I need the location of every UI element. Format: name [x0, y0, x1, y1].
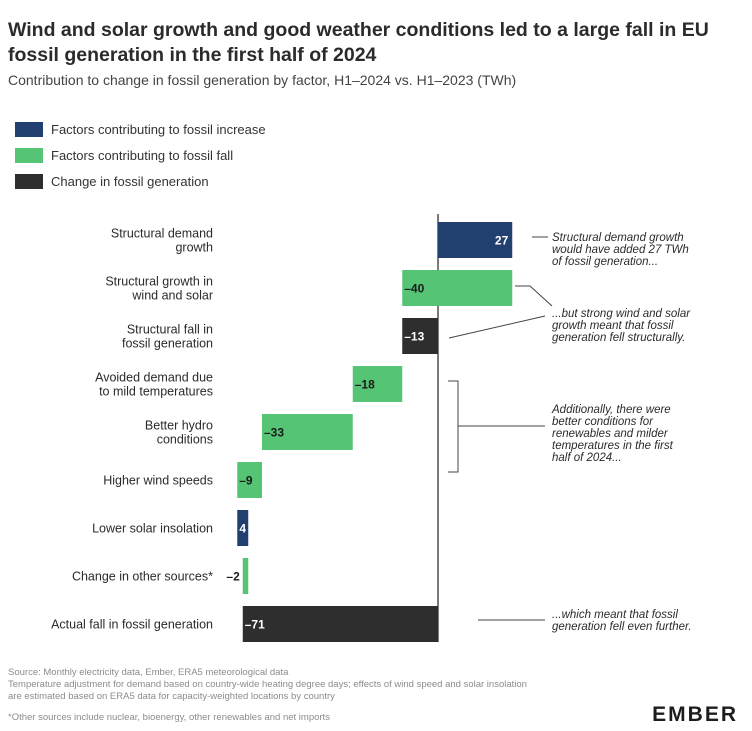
value-label-5: –33 — [264, 426, 284, 440]
annotation-3-line-2: better conditions for — [552, 416, 654, 428]
footer-source: Source: Monthly electricity data, Ember,… — [8, 667, 527, 703]
category-label-7: Lower solar insolation — [92, 522, 213, 536]
legend-label-increase: Factors contributing to fossil increase — [51, 121, 266, 137]
value-label-1: 27 — [495, 234, 509, 248]
category-label-1-line-2: growth — [175, 241, 213, 255]
footer-source-line-1: Source: Monthly electricity data, Ember,… — [8, 667, 289, 678]
annotation-2-line-3: generation fell structurally. — [552, 332, 685, 344]
category-label-6: Higher wind speeds — [103, 474, 213, 488]
bar-4 — [352, 366, 403, 402]
legend-swatch-increase — [15, 121, 43, 137]
value-label-3: –13 — [404, 330, 424, 344]
value-label-7: 4 — [239, 522, 246, 536]
bar-7 — [237, 510, 249, 546]
annotation-3-line-3: renewables and milder — [552, 428, 669, 440]
footer-note: *Other sources include nuclear, bioenerg… — [8, 712, 330, 723]
legend-item-total: Change in fossil generation — [15, 168, 266, 194]
category-label-5-line-1: Better hydro — [145, 419, 213, 433]
annotation-2-line-2: growth meant that fossil — [552, 320, 674, 332]
legend-item-fall: Factors contributing to fossil fall — [15, 142, 266, 168]
annotation-3-line-5: half of 2024... — [552, 452, 622, 464]
category-label-4-line-2: to mild temperatures — [99, 385, 213, 399]
bar-5 — [262, 414, 353, 450]
chart-title: Wind and solar growth and good weather c… — [8, 19, 709, 66]
annotation-1-line-2: would have added 27 TWh — [552, 244, 689, 256]
footer-source-line-3: are estimated based on ERA5 data for cap… — [8, 691, 335, 702]
category-label-4-line-1: Avoided demand due — [95, 371, 213, 385]
legend-swatch-fall — [15, 147, 43, 163]
category-label-2-line-2: wind and solar — [131, 289, 213, 303]
value-label-6: –9 — [239, 474, 253, 488]
annotation-connector-3 — [448, 315, 546, 339]
category-label-5-line-2: conditions — [157, 433, 213, 447]
value-label-8: –2 — [226, 570, 240, 584]
annotation-1-line-3: of fossil generation... — [552, 256, 658, 268]
chart-subtitle: Contribution to change in fossil generat… — [8, 72, 517, 88]
annotation-1-line-1: Structural demand growth — [552, 232, 684, 244]
category-label-3-line-1: Structural fall in — [127, 323, 213, 337]
category-label-2-line-1: Structural growth in — [105, 275, 213, 289]
ember-logo: EMBER — [652, 703, 738, 726]
category-label-3-line-2: fossil generation — [122, 337, 213, 351]
annotation-4-line-2: generation fell even further. — [552, 621, 692, 633]
bar-3 — [402, 318, 438, 354]
legend: Factors contributing to fossil increase … — [15, 116, 266, 194]
footer-source-line-2: Temperature adjustment for demand based … — [8, 679, 527, 690]
annotation-3-line-4: temperatures in the first — [552, 440, 674, 452]
legend-label-fall: Factors contributing to fossil fall — [51, 147, 234, 163]
legend-label-total: Change in fossil generation — [51, 173, 209, 189]
annotation-bracket — [448, 380, 459, 473]
bar-6 — [237, 462, 262, 498]
category-label-1-line-1: Structural demand — [111, 227, 213, 241]
category-label-9: Actual fall in fossil generation — [51, 618, 213, 632]
annotation-3-line-1: Additionally, there were — [551, 404, 671, 416]
bar-1 — [438, 222, 513, 258]
legend-item-increase: Factors contributing to fossil increase — [15, 116, 266, 142]
annotation-connector-2 — [515, 285, 553, 307]
bar-9 — [242, 606, 438, 642]
value-label-9: –71 — [245, 618, 265, 632]
bar-2 — [402, 270, 513, 306]
legend-swatch-total — [15, 173, 43, 189]
value-label-2: –40 — [404, 282, 424, 296]
annotation-2-line-1: ...but strong wind and solar — [552, 308, 691, 320]
category-label-8: Change in other sources* — [72, 570, 213, 584]
value-label-4: –18 — [355, 378, 375, 392]
annotation-4-line-1: ...which meant that fossil — [552, 609, 678, 621]
bar-8 — [242, 558, 249, 594]
